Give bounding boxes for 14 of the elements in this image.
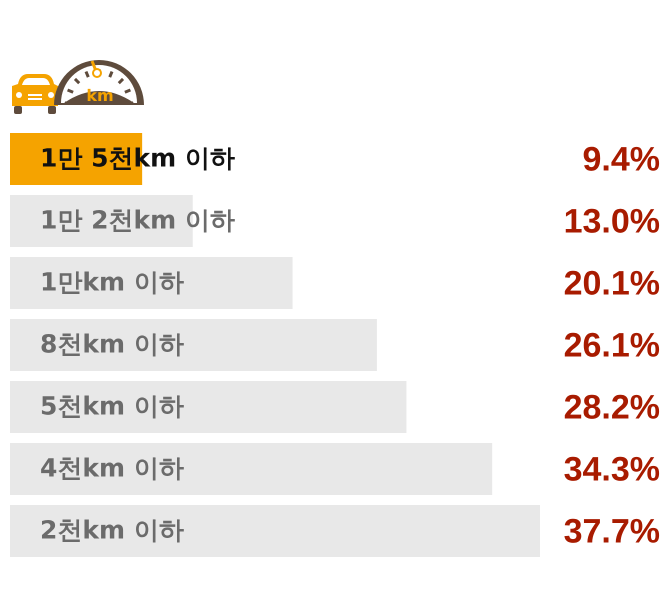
data-label: 9.4%	[582, 140, 660, 178]
y-tick-label: 1만km 이하	[40, 268, 184, 296]
data-label: 28.2%	[564, 388, 660, 426]
y-tick-label: 8천km 이하	[40, 330, 184, 358]
y-tick-label: 4천km 이하	[40, 454, 184, 482]
y-tick-label: 1만 2천km 이하	[40, 206, 235, 234]
y-tick-label: 2천km 이하	[40, 516, 184, 544]
y-tick-label: 5천km 이하	[40, 392, 184, 420]
data-label: 37.7%	[564, 512, 660, 550]
data-label: 34.3%	[564, 450, 660, 488]
data-label: 26.1%	[564, 326, 660, 364]
data-label: 13.0%	[564, 202, 660, 240]
data-label: 20.1%	[564, 264, 660, 302]
text: km	[85, 86, 115, 105]
